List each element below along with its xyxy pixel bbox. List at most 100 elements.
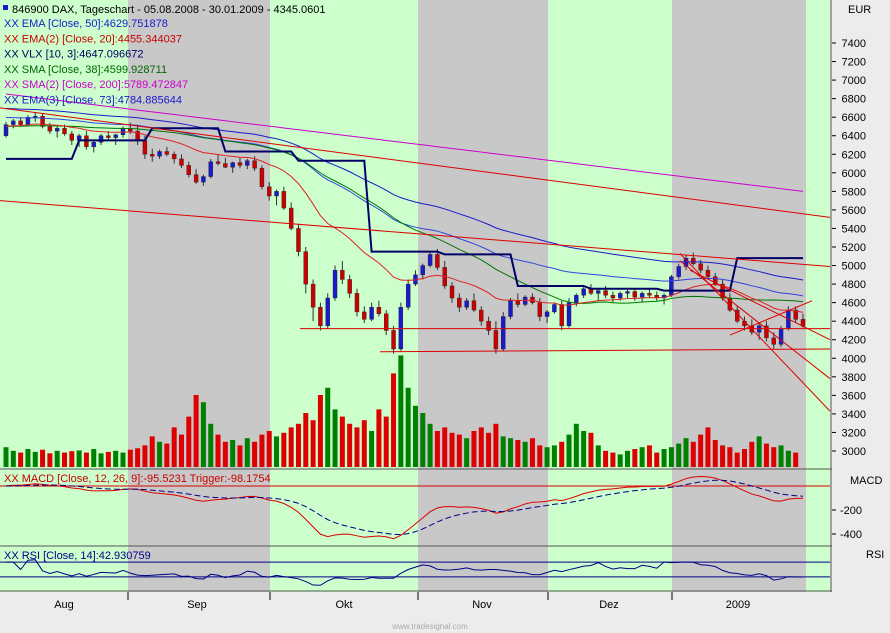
volume-bar: [98, 453, 104, 467]
candle-down: [559, 304, 564, 327]
volume-bar: [3, 447, 9, 467]
candle-up: [113, 134, 118, 138]
price-tick-label: 4200: [842, 335, 866, 347]
trendline-1: [0, 200, 831, 267]
sma-200-line: [5, 93, 804, 192]
volume-bar: [427, 423, 433, 467]
volume-bar: [756, 436, 762, 467]
macd-trigger-line: [5, 479, 804, 536]
rsi-line: [6, 559, 804, 586]
candle-up: [581, 288, 586, 296]
volume-bar: [420, 413, 426, 467]
candle-up: [369, 307, 374, 320]
volume-bar: [178, 434, 184, 467]
candle-down: [486, 320, 491, 331]
candle-up: [522, 296, 528, 305]
candle-down: [771, 337, 776, 345]
candle-down: [106, 135, 111, 138]
volume-bar: [486, 432, 492, 467]
candle-down: [318, 307, 323, 327]
volume-bar: [676, 443, 682, 467]
volume-bar: [749, 441, 755, 467]
volume-bar: [186, 416, 192, 467]
volume-bar: [332, 409, 338, 467]
volume-bar: [566, 434, 572, 467]
candle-down: [384, 313, 389, 331]
candle-up: [464, 300, 469, 308]
volume-bar: [76, 450, 82, 467]
legend-entry: XX EMA(2) [Close, 20]:4455.344037: [4, 33, 182, 45]
candle-up: [98, 135, 104, 143]
volume-bar: [252, 441, 258, 467]
candle-down: [764, 325, 769, 339]
volume-bar: [91, 449, 97, 467]
candle-down: [252, 160, 257, 169]
time-axis-panel: [0, 592, 832, 633]
candle-up: [208, 161, 213, 177]
price-tick-label: 6200: [842, 149, 866, 161]
volume-bar: [200, 402, 206, 467]
candle-down: [193, 174, 199, 183]
candle-down: [281, 191, 287, 209]
candle-down: [435, 254, 440, 268]
candle-down: [647, 293, 652, 296]
price-tick-label: 7400: [842, 38, 866, 50]
candle-up: [245, 160, 250, 166]
legend-entry: XX SMA [Close, 38]:4599.928711: [4, 64, 167, 76]
price-tick-label: 7200: [842, 57, 866, 69]
volume-bar: [434, 431, 440, 467]
month-band-1: [418, 0, 548, 592]
legend-entry: XX EMA(3) [Close, 73]:4784.885644: [4, 95, 182, 107]
volume-bar: [193, 395, 199, 467]
volume-bar: [105, 451, 111, 467]
candle-down: [537, 302, 542, 317]
volume-bar: [785, 450, 791, 467]
candle-down: [237, 162, 243, 166]
candle-down: [793, 309, 798, 320]
candle-up: [544, 311, 550, 317]
candle-down: [376, 307, 382, 314]
candle-down: [215, 161, 221, 164]
candle-down: [40, 116, 45, 127]
volume-bar: [727, 447, 733, 467]
price-tick-label: 6400: [842, 131, 866, 143]
vlx-line: [6, 127, 803, 292]
candle-down: [347, 279, 352, 294]
candle-up: [596, 290, 601, 294]
volume-bar: [376, 409, 382, 467]
ema-73-line: [5, 107, 804, 281]
volume-bar: [771, 447, 777, 467]
candle-up: [230, 162, 235, 168]
candle-down: [186, 165, 191, 175]
volume-bar: [230, 440, 236, 467]
volume-bar: [449, 432, 455, 467]
volume-bar: [208, 423, 214, 467]
price-tick-label: 5800: [842, 186, 866, 198]
candle-up: [3, 124, 9, 136]
candle-down: [171, 154, 177, 160]
volume-bar: [317, 395, 323, 467]
trendline-4: [679, 253, 831, 412]
candle-up: [618, 293, 623, 299]
candle-down: [691, 257, 696, 264]
candle-up: [625, 291, 630, 294]
candle-down: [18, 120, 23, 125]
macd-pane-label: MACD: [850, 475, 882, 487]
candle-down: [164, 151, 170, 155]
volume-bar: [325, 387, 331, 467]
volume-bar: [508, 438, 514, 467]
candle-up: [420, 265, 425, 276]
candle-down: [632, 291, 638, 298]
volume-bar: [54, 450, 60, 467]
chart-title: 846900 DAX, Tageschart - 05.08.2008 - 30…: [12, 4, 326, 16]
price-tick-label: 4400: [842, 316, 866, 328]
candle-down: [530, 296, 535, 303]
axis-panel: [832, 0, 890, 633]
trendline-6: [689, 269, 831, 341]
volume-bar: [83, 452, 89, 467]
volume-bar: [383, 416, 389, 467]
price-tick-label: 6800: [842, 94, 866, 106]
volume-bar: [259, 434, 265, 467]
